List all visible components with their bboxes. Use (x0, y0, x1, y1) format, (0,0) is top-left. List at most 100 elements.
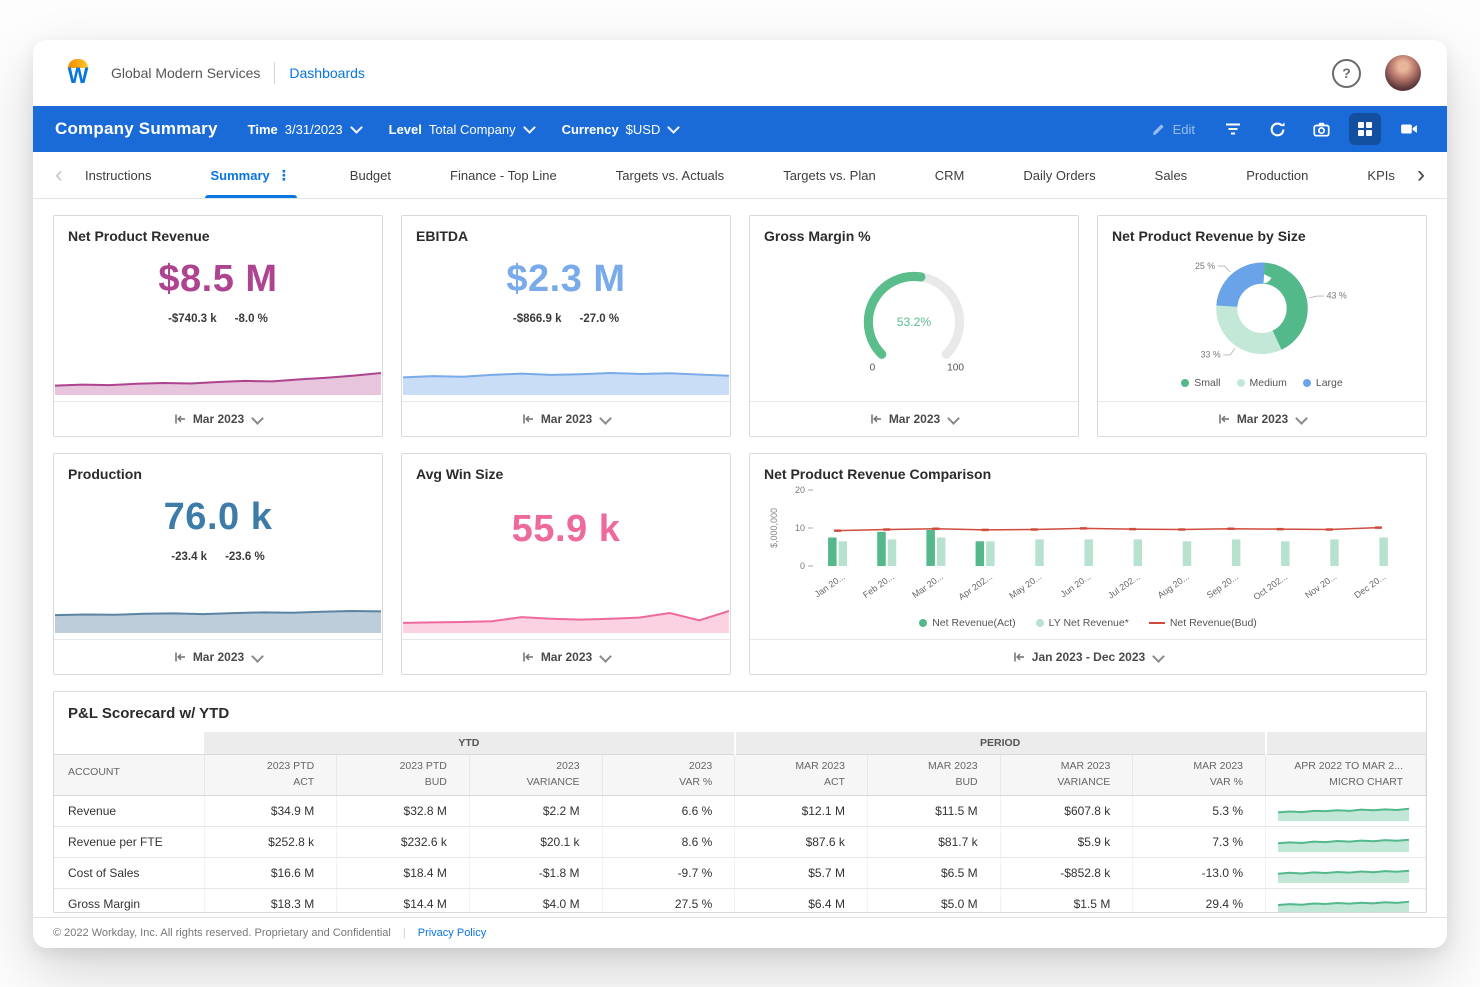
column-header[interactable]: MAR 2023VAR % (1133, 755, 1266, 796)
tab-bar: ‹ Instructions Summary⋮ Budget Finance - To… (33, 152, 1447, 199)
legend-dot-icon (919, 619, 927, 627)
period-selector[interactable]: Mar 2023 (54, 639, 382, 674)
page-title: Company Summary (55, 119, 218, 139)
legend-dot-icon (1181, 379, 1189, 387)
currency-filter[interactable]: Currency $USD (562, 122, 679, 137)
card-net-product-revenue: Net Product Revenue $8.5 M -$740.3 k -8.… (53, 215, 383, 437)
tab-daily-orders[interactable]: Daily Orders (1009, 152, 1109, 198)
tab-budget[interactable]: Budget (336, 152, 405, 198)
sparkline-chart (402, 359, 730, 395)
period-selector[interactable]: Mar 2023 (1098, 401, 1426, 436)
column-header[interactable]: 2023 PTDACT (204, 755, 337, 796)
sparkline-chart (54, 597, 382, 633)
sparkline-chart (402, 597, 730, 633)
period-selector[interactable]: Mar 2023 (54, 401, 382, 436)
bar-chart-legend: Net Revenue(Act) LY Net Revenue* Net Reven… (750, 615, 1426, 633)
card-gross-margin: Gross Margin % 53.2%0100 Mar 2023 (749, 215, 1079, 437)
grid-icon (1357, 121, 1373, 137)
time-filter[interactable]: Time 3/31/2023 (248, 122, 361, 137)
legend-item[interactable]: Net Revenue(Act) (919, 617, 1015, 629)
legend-item[interactable]: Small (1181, 377, 1220, 389)
dashboards-link[interactable]: Dashboards (289, 65, 365, 81)
tab-targets-vs-plan[interactable]: Targets vs. Plan (769, 152, 890, 198)
refresh-icon (1269, 121, 1286, 138)
legend-item[interactable]: LY Net Revenue* (1036, 617, 1129, 629)
screenshot-button[interactable] (1305, 113, 1337, 145)
column-header[interactable]: MAR 2023VARIANCE (1000, 755, 1133, 796)
filter-button[interactable] (1217, 113, 1249, 145)
column-header[interactable]: 2023VAR % (602, 755, 735, 796)
value-cell: $81.7 k (867, 827, 1000, 858)
value-cell: 29.4 % (1133, 889, 1266, 914)
tab-finance-top-line[interactable]: Finance - Top Line (436, 152, 571, 198)
svg-text:43 %: 43 % (1327, 290, 1347, 300)
chevron-down-icon (947, 412, 960, 425)
card-npr-comparison: Net Product Revenue Comparison $,000,000… (749, 453, 1427, 675)
kpi-delta: -$866.9 k -27.0 % (402, 313, 730, 325)
table-row: Revenue$34.9 M$32.8 M$2.2 M6.6 %$12.1 M$… (54, 796, 1426, 827)
bar-chart: $,000,00001020Jan 20...Feb 20...Mar 20..… (750, 482, 1426, 615)
jump-to-start-icon (522, 413, 534, 425)
legend-dot-icon (1036, 619, 1044, 627)
column-header[interactable]: ACCOUNT (54, 755, 204, 796)
camera-icon (1313, 121, 1330, 138)
edit-button[interactable]: Edit (1151, 122, 1195, 137)
account-cell: Gross Margin (54, 889, 204, 914)
tabs-scroll-left-icon[interactable]: ‹ (47, 163, 71, 187)
tabs-scroll-right-icon[interactable]: › (1409, 163, 1433, 187)
value-cell: $6.5 M (867, 858, 1000, 889)
tabs: Instructions Summary⋮ Budget Finance - Top … (71, 152, 1409, 198)
help-icon[interactable]: ? (1332, 59, 1361, 88)
jump-to-start-icon (522, 651, 534, 663)
card-avg-win-size: Avg Win Size 55.9 k Mar 2023 (401, 453, 731, 675)
tab-sales[interactable]: Sales (1141, 152, 1202, 198)
legend-item[interactable]: Large (1303, 377, 1343, 389)
value-cell: $232.6 k (337, 827, 470, 858)
column-header[interactable]: MAR 2023ACT (735, 755, 868, 796)
period-selector[interactable]: Mar 2023 (750, 401, 1078, 436)
column-header[interactable]: 2023VARIANCE (469, 755, 602, 796)
value-cell: 7.3 % (1133, 827, 1266, 858)
column-header[interactable]: APR 2022 TO MAR 2...MICRO CHART (1266, 755, 1426, 796)
tab-kpis[interactable]: KPIs (1353, 152, 1408, 198)
kpi-value: $8.5 M (54, 258, 382, 301)
value-cell: -9.7 % (602, 858, 735, 889)
value-cell: 5.3 % (1133, 796, 1266, 827)
period-selector[interactable]: Mar 2023 (402, 639, 730, 674)
jump-to-start-icon (1218, 413, 1230, 425)
tab-production[interactable]: Production (1232, 152, 1322, 198)
value-cell: $18.4 M (337, 858, 470, 889)
privacy-policy-link[interactable]: Privacy Policy (418, 927, 486, 939)
svg-text:Apr 202...: Apr 202... (957, 571, 995, 602)
period-selector[interactable]: Jan 2023 - Dec 2023 (750, 639, 1426, 674)
svg-text:33 %: 33 % (1201, 349, 1221, 359)
micro-chart-cell (1266, 827, 1426, 858)
svg-text:Oct 202...: Oct 202... (1252, 571, 1290, 602)
card-npr-by-size: Net Product Revenue by Size 43 %33 %25 %… (1097, 215, 1427, 437)
present-button[interactable] (1393, 113, 1425, 145)
tab-targets-vs-actuals[interactable]: Targets vs. Actuals (602, 152, 738, 198)
svg-text:Feb 20...: Feb 20... (861, 571, 896, 600)
tab-instructions[interactable]: Instructions (71, 152, 165, 198)
legend-item[interactable]: Medium (1237, 377, 1287, 389)
account-cell: Cost of Sales (54, 858, 204, 889)
svg-text:Jun 20...: Jun 20... (1059, 571, 1093, 599)
refresh-button[interactable] (1261, 113, 1293, 145)
value-cell: $87.6 k (735, 827, 868, 858)
tab-menu-icon[interactable]: ⋮ (277, 167, 291, 184)
user-avatar[interactable] (1385, 55, 1421, 91)
org-name: Global Modern Services (111, 65, 260, 81)
tab-summary[interactable]: Summary⋮ (197, 152, 305, 198)
period-selector[interactable]: Mar 2023 (402, 401, 730, 436)
chevron-down-icon (251, 650, 264, 663)
legend-item[interactable]: Net Revenue(Bud) (1149, 617, 1257, 629)
level-filter[interactable]: Level Total Company (389, 122, 534, 137)
column-header[interactable]: 2023 PTDBUD (337, 755, 470, 796)
grid-view-button[interactable] (1349, 113, 1381, 145)
kpi-delta: -23.4 k -23.6 % (54, 551, 382, 563)
tab-crm[interactable]: CRM (921, 152, 979, 198)
value-cell: $5.0 M (867, 889, 1000, 914)
chevron-down-icon (1152, 650, 1165, 663)
workday-logo-icon[interactable]: W (59, 54, 97, 92)
column-header[interactable]: MAR 2023BUD (867, 755, 1000, 796)
